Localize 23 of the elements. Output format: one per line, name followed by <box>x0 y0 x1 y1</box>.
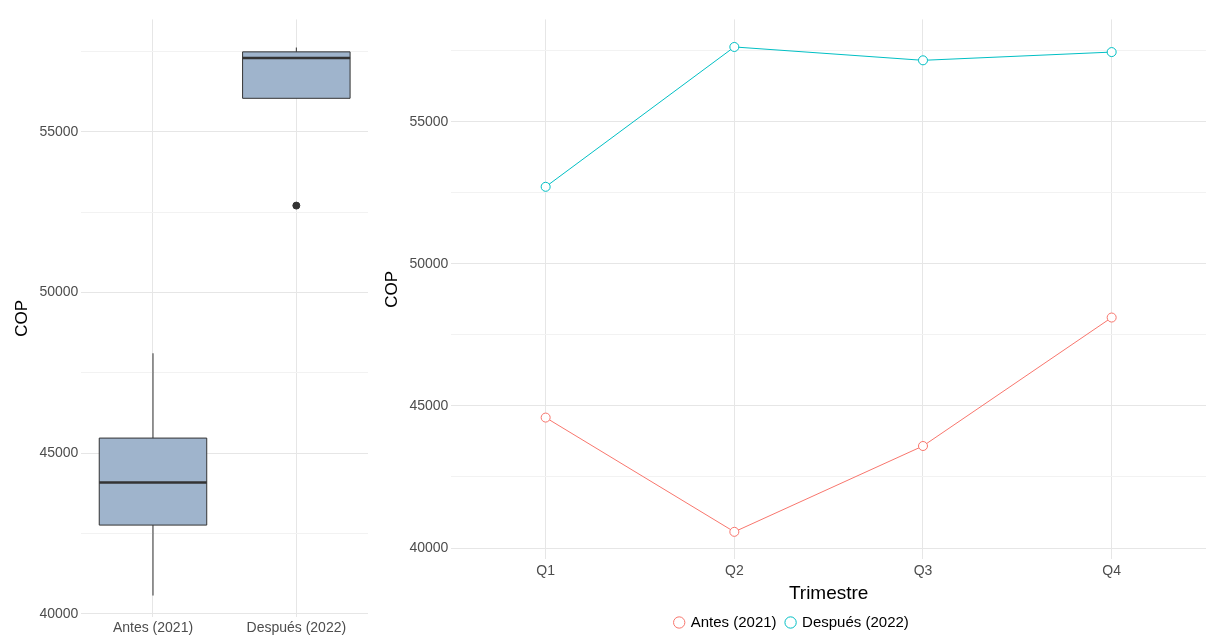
point <box>1106 312 1117 323</box>
y-axis-title: COP <box>381 270 401 308</box>
point <box>729 526 740 537</box>
y-tick-label: 50000 <box>39 283 79 300</box>
x-tick-label: Q2 <box>724 561 744 578</box>
x-tick-label: Q1 <box>536 561 556 578</box>
y-tick-label: 45000 <box>409 396 449 413</box>
point <box>918 441 928 451</box>
y-tick-label: 40000 <box>39 604 79 621</box>
x-tick-label: Q3 <box>913 561 933 578</box>
point <box>540 181 551 192</box>
point <box>918 55 928 66</box>
y-tick-label: 55000 <box>409 112 449 129</box>
y-tick-label: 45000 <box>39 444 79 461</box>
point <box>729 41 740 52</box>
y-axis-title: COP <box>11 299 31 337</box>
point <box>540 412 551 423</box>
point <box>1106 47 1117 58</box>
y-tick-label: 50000 <box>409 254 449 271</box>
x-tick-label: Q4 <box>1102 561 1122 578</box>
x-axis-title: Trimestre <box>788 581 869 603</box>
y-tick-label: 55000 <box>39 122 79 139</box>
y-tick-label: 40000 <box>409 538 449 555</box>
